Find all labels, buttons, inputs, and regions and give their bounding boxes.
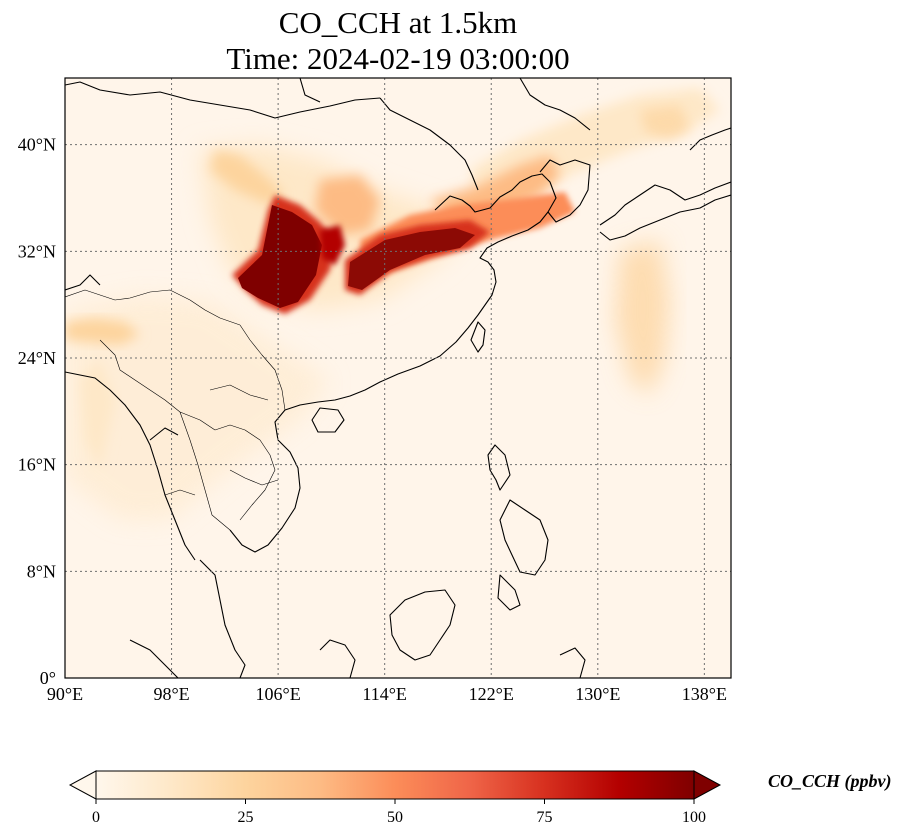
map-title: CO_CCH at 1.5km: [278, 5, 518, 40]
lon-tick-label: 130°E: [575, 684, 620, 704]
lat-tick-label: 0°: [40, 668, 56, 688]
map-plot-area: [65, 78, 731, 678]
lat-tick-label: 40°N: [18, 135, 56, 155]
colorbar-tick-label: 100: [682, 809, 706, 826]
lon-tick-label: 114°E: [362, 684, 407, 704]
lat-tick-label: 32°N: [18, 241, 56, 261]
lat-tick-label: 16°N: [18, 455, 56, 475]
map-frame: [64, 77, 732, 679]
colorbar-extend-max: [693, 770, 722, 800]
longitude-ticks: 90°E 98°E 106°E 114°E 122°E 130°E 138°E: [47, 684, 727, 704]
lon-tick-label: 122°E: [469, 684, 514, 704]
colorbar-tick-label: 25: [238, 809, 254, 826]
colorbar-label: CO_CCH (ppbv): [768, 771, 892, 791]
colorbar-ticks: 0 25 50 75 100: [92, 799, 706, 826]
colorbar-extend-min: [68, 770, 97, 800]
colorbar-tick-label: 50: [387, 809, 403, 826]
colorbar: 0 25 50 75 100: [68, 770, 722, 826]
map-time-subtitle: Time: 2024-02-19 03:00:00: [226, 41, 570, 76]
co-concentration-field: [65, 88, 720, 520]
country-borders: [65, 289, 286, 531]
lon-tick-label: 98°E: [153, 684, 189, 704]
lon-tick-label: 138°E: [682, 684, 727, 704]
colorbar-tick-label: 75: [537, 809, 553, 826]
map-gridlines: [65, 78, 731, 678]
lat-tick-label: 24°N: [18, 348, 56, 368]
lat-tick-label: 8°N: [27, 561, 56, 581]
colorbar-tick-label: 0: [92, 809, 100, 826]
colorbar-gradient: [96, 771, 694, 799]
coastlines: [65, 78, 731, 678]
lon-tick-label: 106°E: [256, 684, 301, 704]
lon-tick-label: 90°E: [47, 684, 83, 704]
latitude-ticks: 0° 8°N 16°N 24°N 32°N 40°N: [18, 135, 56, 688]
